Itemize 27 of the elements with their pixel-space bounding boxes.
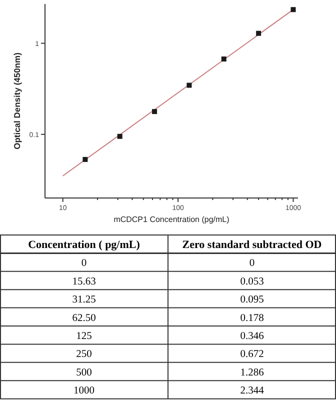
- data-label: 0.178: [240, 312, 264, 324]
- category-label: 125: [76, 331, 92, 342]
- point: [290, 7, 296, 12]
- point: [117, 134, 122, 139]
- point: [82, 156, 88, 162]
- point: [186, 82, 192, 88]
- data-label: 0.095: [240, 294, 264, 306]
- data-label: 0.053: [240, 276, 264, 288]
- data-label: 1.286: [240, 367, 264, 378]
- data-label: 0.672: [240, 349, 264, 360]
- data-label: 0.346: [240, 331, 264, 342]
- category-label: 250: [76, 349, 92, 360]
- category-label: 31.25: [72, 294, 96, 306]
- data-label: 0: [81, 258, 87, 270]
- category-label: 1000: [74, 386, 94, 397]
- y-axis-title: Optical Density (450nm): [12, 52, 22, 150]
- category-label: 62.50: [72, 312, 96, 324]
- point: [221, 56, 226, 62]
- category-label: 0: [249, 258, 255, 270]
- text: Concentration ( pg/mL): [28, 239, 140, 251]
- text: Zero standard subtracted OD: [182, 239, 322, 251]
- category-label: 500: [76, 367, 92, 378]
- category-label: 15.63: [72, 276, 96, 288]
- x-axis-title: mCDCP1 Concentration (pg/mL): [114, 215, 230, 224]
- data-label: 2.344: [240, 386, 265, 397]
- point: [152, 109, 158, 114]
- point: [256, 30, 262, 36]
